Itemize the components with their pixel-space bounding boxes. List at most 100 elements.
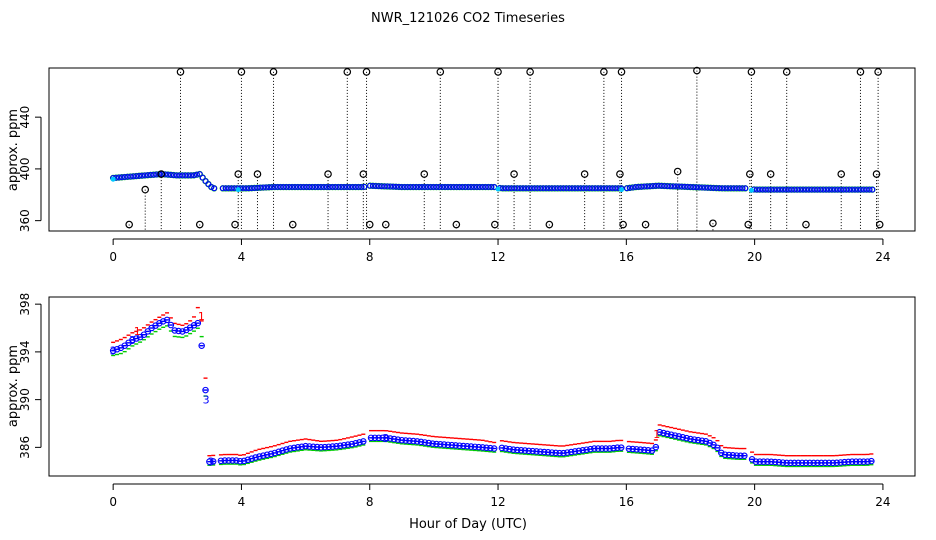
- bottom-point-ch3: [579, 447, 586, 454]
- top-point-ch3: [609, 185, 616, 192]
- top-point-highlight: [235, 187, 241, 193]
- top-point-ch3: [554, 185, 561, 192]
- top-point-ch3: [661, 182, 668, 189]
- bottom-point-ch3: [394, 436, 402, 443]
- bottom-point-ch3: [514, 446, 521, 454]
- spike-point: [176, 68, 185, 76]
- top-point-ch3: [814, 186, 821, 193]
- spike-point: [875, 220, 884, 229]
- top-point-ch3: [572, 185, 579, 192]
- bottom-channel-label: 3: [110, 345, 117, 358]
- top-point-ch3: [727, 185, 734, 192]
- top-point-ch3: [863, 186, 870, 193]
- x-tick-label: 20: [747, 495, 762, 509]
- bottom-point-ch3: [637, 446, 644, 453]
- top-point-ch3: [606, 185, 613, 192]
- top-point-ch3: [600, 185, 607, 192]
- top-point-ch3: [424, 184, 431, 191]
- top-point-ch3: [225, 185, 232, 192]
- spike-point: [747, 68, 756, 76]
- spike-point: [253, 170, 262, 178]
- top-point-ch3: [574, 185, 581, 192]
- bottom-point-ch3: [317, 444, 325, 451]
- top-point-ch3: [456, 184, 463, 191]
- top-point-ch3: [514, 185, 521, 192]
- top-point-ch3: [866, 186, 873, 193]
- spike-point: [802, 220, 810, 229]
- top-point-ch3: [188, 172, 195, 179]
- top-point-ch3: [413, 184, 420, 191]
- bottom-point-ch3: [540, 448, 548, 456]
- top-point-ch3: [681, 183, 688, 190]
- top-point-ch3: [176, 172, 183, 179]
- bottom-point-ch3: [356, 439, 363, 446]
- top-point-ch3: [771, 186, 778, 193]
- bottom-point-ch3: [544, 449, 552, 456]
- bottom-point-ch3: [460, 442, 467, 450]
- top-point-ch3: [280, 184, 287, 191]
- spike-point: [746, 170, 754, 178]
- top-point-ch3: [118, 174, 125, 181]
- bottom-point-ch3: [421, 439, 429, 446]
- bottom-point-ch3: [448, 441, 456, 449]
- top-point-ch3: [540, 185, 547, 192]
- bottom-point-ch3: [240, 457, 248, 465]
- x-tick-label: 24: [875, 250, 890, 264]
- bottom-point-ch3: [263, 451, 271, 459]
- top-point-ch3: [268, 184, 275, 191]
- bottom-point-ch3: [698, 437, 706, 444]
- top-point-ch3: [421, 184, 428, 191]
- spike-point: [269, 68, 278, 76]
- bottom-point-ch3: [567, 448, 575, 456]
- top-point-highlight: [748, 187, 754, 193]
- top-point-ch3: [808, 186, 815, 193]
- bottom-point-ch3: [575, 447, 583, 455]
- bottom-point-ch3: [329, 443, 336, 450]
- top-point-ch3: [185, 172, 192, 179]
- top-point-ch3: [283, 184, 290, 191]
- top-point-ch3: [398, 184, 405, 191]
- top-point-ch3: [488, 184, 495, 191]
- top-point-ch3: [525, 185, 532, 192]
- bottom-point-ch3: [629, 445, 636, 453]
- bottom-point-ch3: [818, 459, 825, 467]
- top-point-ch3: [170, 172, 177, 179]
- top-point-ch3: [548, 185, 555, 192]
- top-point-ch3: [343, 184, 350, 191]
- bottom-point-ch3: [771, 458, 779, 466]
- bottom-point-ch3: [729, 452, 737, 459]
- top-point-ch3: [251, 184, 258, 191]
- bottom-x-axis: 0 4 8 12 16 20 24: [109, 483, 891, 509]
- top-point-ch3: [502, 185, 509, 192]
- bottom-point-ch3: [267, 450, 275, 458]
- top-point-ch3: [774, 186, 781, 193]
- top-point-ch3: [404, 184, 411, 191]
- top-point-ch3: [603, 185, 610, 192]
- top-point-ch3: [367, 182, 374, 189]
- top-point-ch3: [266, 184, 273, 191]
- spike-point: [766, 170, 775, 178]
- top-point-ch3: [390, 183, 397, 190]
- top-point-ch3: [583, 185, 590, 192]
- spike-point: [381, 220, 390, 229]
- bottom-channel-label: 3: [203, 394, 210, 407]
- bottom-point-ch3: [625, 445, 633, 452]
- top-point-ch3: [817, 186, 824, 193]
- top-point-ch3: [416, 184, 423, 191]
- top-point-ch3: [248, 185, 255, 192]
- bottom-point-ch3: [140, 331, 148, 338]
- spike-point: [619, 220, 627, 229]
- bottom-point-ch3: [783, 459, 790, 467]
- spike-point: [600, 68, 608, 76]
- bottom-channel-label: 3: [129, 334, 136, 347]
- top-point-ch3: [211, 185, 218, 192]
- top-point-ch3: [629, 184, 636, 191]
- bottom-point-ch3: [159, 318, 167, 325]
- top-point-ch3: [828, 186, 835, 193]
- top-point-ch3: [317, 184, 324, 191]
- top-point-ch3: [834, 186, 841, 193]
- top-point-ch3: [788, 186, 795, 193]
- top-point-ch3: [776, 186, 783, 193]
- bottom-point-ch3: [660, 429, 667, 437]
- top-point-ch3: [485, 184, 492, 191]
